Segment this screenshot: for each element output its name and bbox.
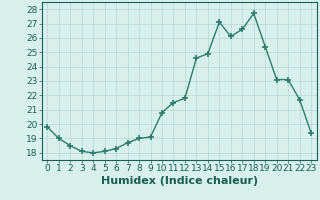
X-axis label: Humidex (Indice chaleur): Humidex (Indice chaleur)	[100, 176, 258, 186]
